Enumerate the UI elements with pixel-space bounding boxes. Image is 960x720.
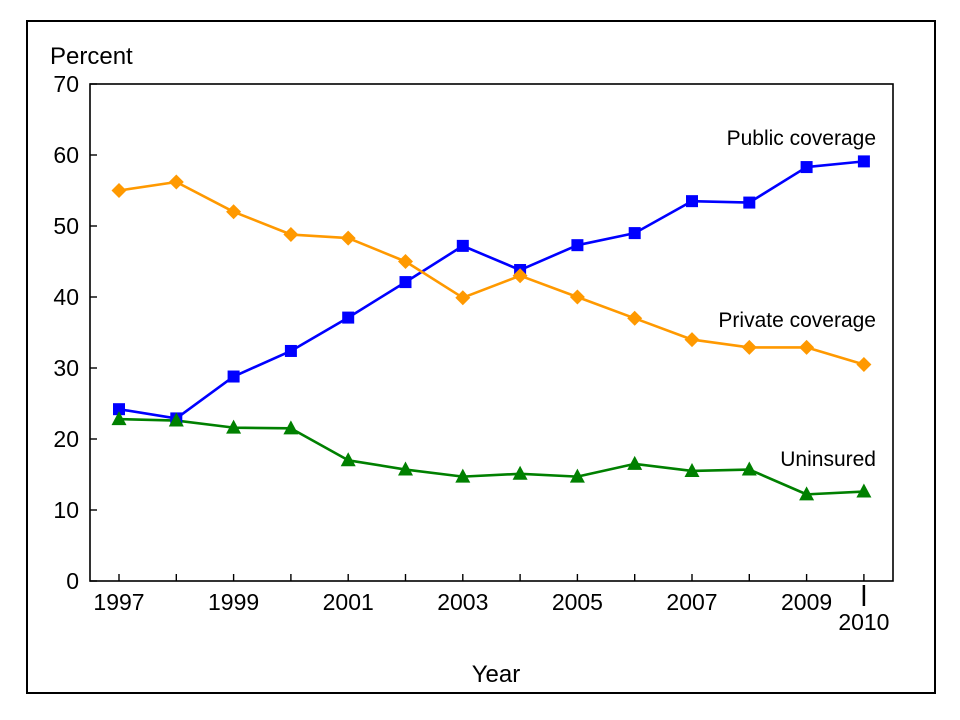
data-point-private-coverage: [856, 356, 872, 372]
series-label-uninsured: Uninsured: [780, 448, 876, 471]
data-point-public-coverage: [743, 196, 756, 209]
data-point-uninsured: [398, 461, 413, 476]
data-point-private-coverage: [684, 332, 700, 348]
data-point-uninsured: [569, 468, 585, 483]
axes: [89, 83, 894, 582]
chart-frame: [26, 20, 936, 694]
y-tick-label: 20: [53, 426, 79, 452]
x-tick-label: 2007: [666, 589, 717, 615]
y-axis-title: Percent: [50, 43, 133, 70]
data-point-uninsured: [799, 486, 815, 501]
data-point-uninsured: [283, 420, 299, 435]
data-point-private-coverage: [799, 339, 815, 355]
data-point-uninsured: [340, 452, 356, 467]
x-tick-label: 2009: [781, 589, 832, 615]
data-point-private-coverage: [168, 174, 184, 190]
data-point-private-coverage: [226, 204, 242, 220]
data-point-uninsured: [168, 412, 184, 427]
data-point-private-coverage: [512, 268, 528, 284]
data-point-private-coverage: [741, 339, 757, 355]
data-point-private-coverage: [627, 310, 643, 326]
plot-area: [89, 83, 894, 582]
data-point-public-coverage: [857, 155, 870, 168]
series-line-public-coverage: [118, 160, 865, 420]
series-lines: [118, 160, 865, 496]
series-label-private-coverage: Private coverage: [718, 309, 876, 332]
data-point-private-coverage: [455, 290, 471, 306]
data-point-uninsured: [741, 461, 757, 476]
data-point-private-coverage: [398, 254, 413, 269]
data-point-uninsured: [226, 419, 242, 434]
data-point-private-coverage: [111, 183, 127, 198]
y-axis-ticks: 0 10 20 30 40 50 60 70: [53, 71, 97, 594]
data-point-public-coverage: [284, 344, 297, 357]
data-point-public-coverage: [686, 195, 698, 208]
y-tick-label: 60: [53, 142, 79, 168]
y-tick-label: 0: [66, 568, 79, 594]
data-point-private-coverage: [340, 230, 356, 246]
series-line-private-coverage: [118, 180, 865, 366]
x-tick-label: 1999: [208, 589, 259, 615]
data-point-public-coverage: [800, 161, 813, 174]
x-axis-title: Year: [472, 661, 521, 688]
x-tick-label: 2003: [437, 589, 488, 615]
data-point-public-coverage: [342, 311, 355, 324]
data-point-public-coverage: [628, 227, 641, 240]
data-point-private-coverage: [283, 227, 299, 243]
y-tick-label: 30: [53, 355, 79, 381]
data-point-uninsured: [856, 483, 872, 498]
data-point-uninsured: [455, 468, 471, 483]
x-tick-label: 2010: [838, 609, 889, 635]
x-tick-label: 1997: [93, 589, 144, 615]
x-tick-label: 2001: [323, 589, 374, 615]
y-tick-label: 50: [53, 213, 79, 239]
x-tick-label: 2005: [552, 589, 603, 615]
data-point-public-coverage: [571, 239, 584, 252]
data-point-uninsured: [512, 465, 528, 480]
series-label-public-coverage: Public coverage: [727, 127, 876, 150]
data-point-public-coverage: [399, 276, 412, 289]
data-point-uninsured: [111, 411, 127, 426]
data-point-uninsured: [684, 462, 700, 477]
data-point-public-coverage: [113, 403, 125, 416]
y-tick-label: 70: [53, 71, 79, 97]
data-point-public-coverage: [456, 239, 469, 252]
series-line-uninsured: [118, 417, 864, 496]
data-point-public-coverage: [227, 370, 240, 383]
series-markers: [111, 155, 872, 501]
y-tick-label: 10: [53, 497, 79, 523]
data-point-private-coverage: [569, 289, 585, 305]
data-point-uninsured: [627, 455, 643, 470]
y-tick-label: 40: [53, 284, 79, 310]
